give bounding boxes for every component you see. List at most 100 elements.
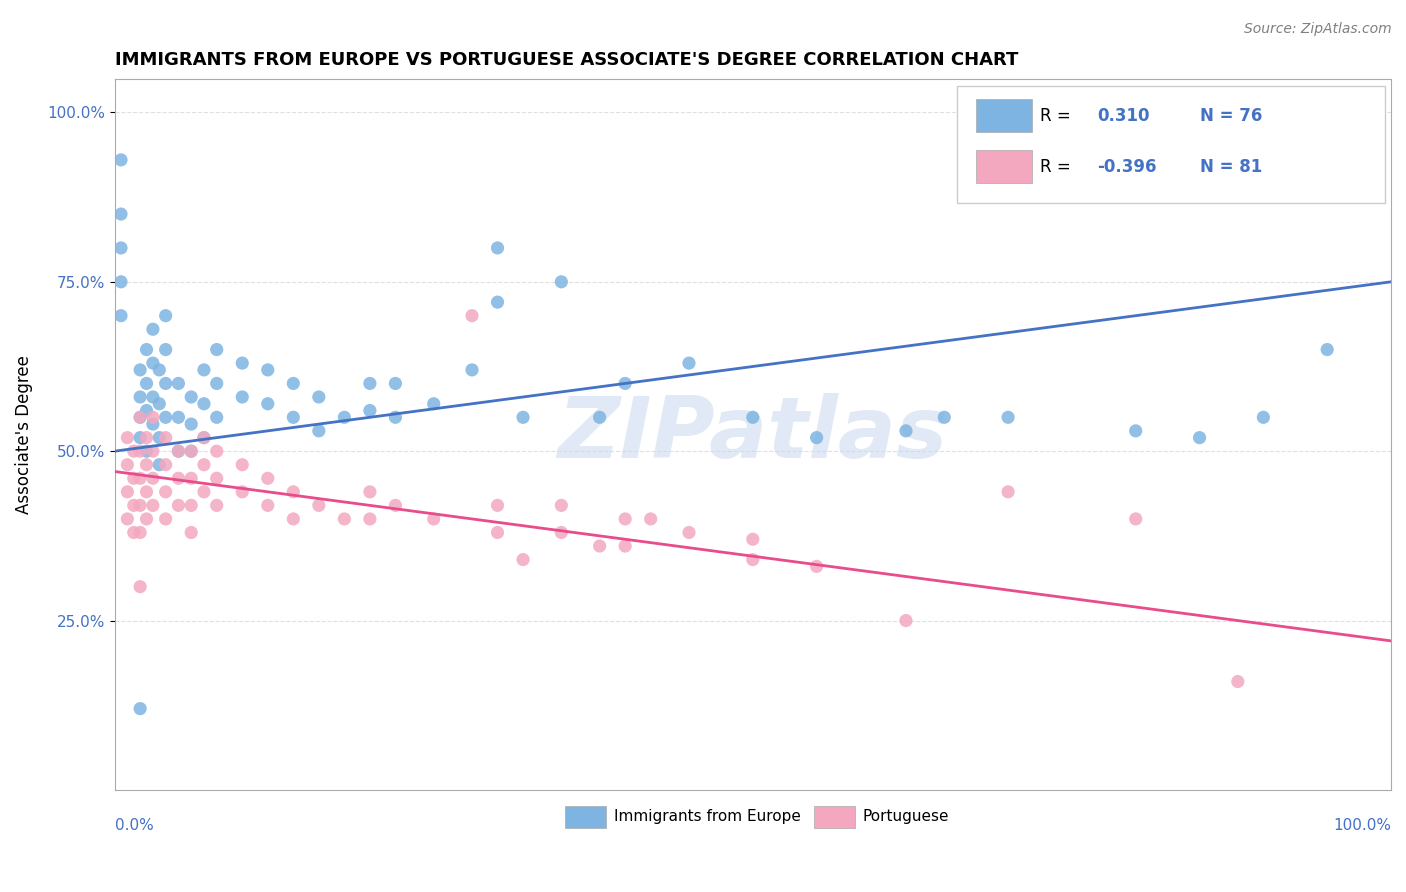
Point [142, 499, 165, 513]
Point [205, 499, 228, 513]
Point [741, 410, 763, 425]
Point [122, 499, 145, 513]
Point [129, 410, 152, 425]
Point [512, 410, 534, 425]
Text: R =: R = [1040, 106, 1071, 125]
Point [155, 343, 177, 357]
Text: Immigrants from Europe: Immigrants from Europe [613, 809, 800, 824]
Point [129, 444, 152, 458]
Point [283, 410, 305, 425]
Point [167, 471, 190, 485]
Point [129, 580, 152, 594]
Text: -0.396: -0.396 [1098, 159, 1157, 177]
Point [193, 431, 215, 445]
Point [550, 499, 572, 513]
Point [135, 512, 157, 526]
FancyBboxPatch shape [976, 151, 1032, 183]
Point [148, 431, 170, 445]
Point [155, 309, 177, 323]
Point [1188, 431, 1211, 445]
FancyBboxPatch shape [565, 805, 606, 829]
Point [135, 343, 157, 357]
Point [135, 458, 157, 472]
Point [205, 444, 228, 458]
Point [486, 241, 509, 255]
Point [614, 539, 637, 553]
Point [256, 363, 278, 377]
Point [129, 410, 152, 425]
Text: Source: ZipAtlas.com: Source: ZipAtlas.com [1244, 22, 1392, 37]
Point [283, 512, 305, 526]
Point [122, 471, 145, 485]
Point [1226, 674, 1249, 689]
Point [180, 390, 202, 404]
Text: IMMIGRANTS FROM EUROPE VS PORTUGUESE ASSOCIATE'S DEGREE CORRELATION CHART: IMMIGRANTS FROM EUROPE VS PORTUGUESE ASS… [115, 51, 1018, 69]
Point [741, 533, 763, 547]
Point [205, 343, 228, 357]
Point [129, 525, 152, 540]
Point [512, 552, 534, 566]
Point [193, 484, 215, 499]
Point [333, 410, 356, 425]
Point [308, 499, 330, 513]
Point [193, 397, 215, 411]
Point [142, 356, 165, 370]
Point [142, 390, 165, 404]
Point [384, 499, 406, 513]
Point [359, 376, 381, 391]
Point [122, 525, 145, 540]
Point [155, 512, 177, 526]
Point [359, 403, 381, 417]
Point [129, 431, 152, 445]
Point [1125, 424, 1147, 438]
Point [461, 309, 484, 323]
Text: N = 81: N = 81 [1199, 159, 1261, 177]
Point [894, 424, 917, 438]
Point [180, 525, 202, 540]
Point [155, 410, 177, 425]
Point [997, 410, 1019, 425]
Point [135, 484, 157, 499]
Point [117, 484, 139, 499]
Point [806, 431, 828, 445]
Point [110, 241, 132, 255]
Text: 100.0%: 100.0% [1333, 818, 1391, 833]
Point [1354, 105, 1376, 120]
Text: 0.0%: 0.0% [115, 818, 153, 833]
Point [283, 484, 305, 499]
Point [129, 363, 152, 377]
Point [256, 397, 278, 411]
Point [180, 444, 202, 458]
Point [167, 444, 190, 458]
Point [741, 552, 763, 566]
Point [142, 471, 165, 485]
Point [167, 499, 190, 513]
Point [155, 458, 177, 472]
Text: 0.310: 0.310 [1098, 106, 1150, 125]
Point [135, 444, 157, 458]
Point [1316, 343, 1339, 357]
Point [167, 376, 190, 391]
Point [934, 410, 956, 425]
Point [135, 431, 157, 445]
FancyBboxPatch shape [814, 805, 855, 829]
Point [614, 512, 637, 526]
Point [155, 376, 177, 391]
Point [894, 614, 917, 628]
Y-axis label: Associate's Degree: Associate's Degree [15, 355, 32, 514]
Point [231, 356, 253, 370]
Point [806, 559, 828, 574]
Point [422, 397, 444, 411]
Point [205, 376, 228, 391]
Text: ZIPatlas: ZIPatlas [558, 392, 948, 475]
Point [384, 376, 406, 391]
FancyBboxPatch shape [976, 99, 1032, 132]
Point [359, 484, 381, 499]
Point [167, 444, 190, 458]
Point [550, 525, 572, 540]
Point [384, 410, 406, 425]
Point [142, 322, 165, 336]
Point [550, 275, 572, 289]
Point [486, 295, 509, 310]
Point [678, 356, 700, 370]
